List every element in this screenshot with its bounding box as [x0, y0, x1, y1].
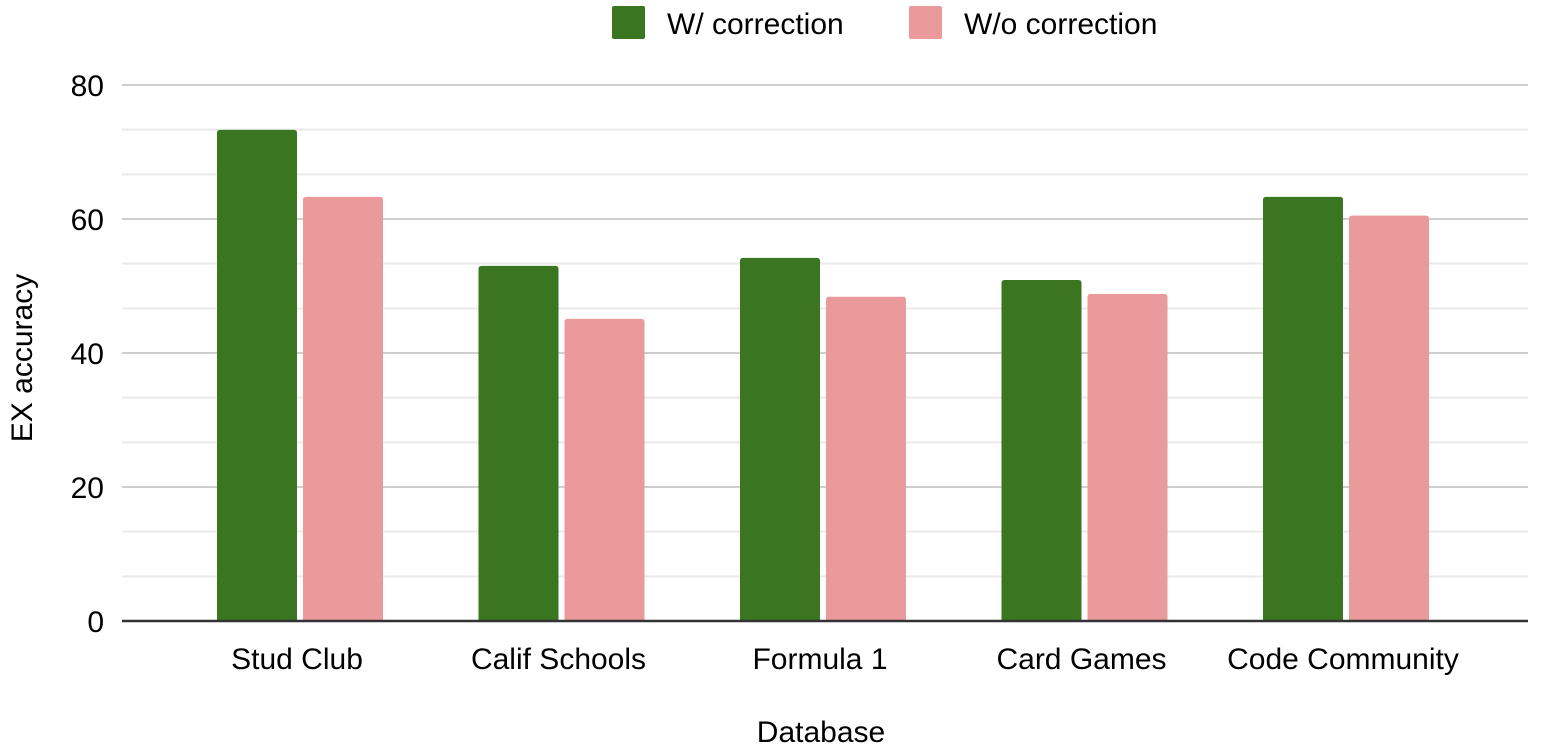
y-tick-label: 40 [71, 338, 104, 371]
legend-label: W/o correction [964, 8, 1157, 41]
x-tick-label: Calif Schools [471, 643, 646, 676]
bar-without-correction [303, 196, 383, 621]
legend: W/ correction W/o correction [612, 6, 1157, 41]
y-tick-label: 60 [71, 204, 104, 237]
y-tick-label: 80 [71, 70, 104, 103]
x-tick-label: Stud Club [231, 643, 363, 676]
bar-without-correction [1349, 215, 1429, 621]
bar-without-correction [1087, 294, 1168, 621]
x-tick-label: Formula 1 [752, 643, 887, 676]
bar-with-correction [740, 257, 820, 621]
y-tick-labels: 0 20 40 60 80 [71, 70, 104, 639]
bar-with-correction [217, 129, 297, 621]
x-tick-label: Card Games [996, 643, 1166, 676]
bar-with-correction [1001, 279, 1082, 621]
legend-swatch [909, 6, 942, 39]
y-tick-label: 0 [87, 606, 104, 639]
bar-with-correction [1263, 196, 1343, 621]
legend-label: W/ correction [667, 8, 844, 41]
y-tick-label: 20 [71, 472, 104, 505]
bars [217, 129, 1429, 621]
bar-without-correction [564, 318, 645, 621]
legend-swatch [612, 6, 645, 39]
y-axis-title: EX accuracy [6, 274, 39, 442]
x-tick-labels: Stud Club Calif Schools Formula 1 Card Game… [231, 643, 1459, 676]
bar-without-correction [826, 296, 906, 621]
x-axis-title: Database [757, 716, 885, 749]
bar-with-correction [478, 265, 559, 621]
x-tick-label: Code Community [1227, 643, 1459, 676]
